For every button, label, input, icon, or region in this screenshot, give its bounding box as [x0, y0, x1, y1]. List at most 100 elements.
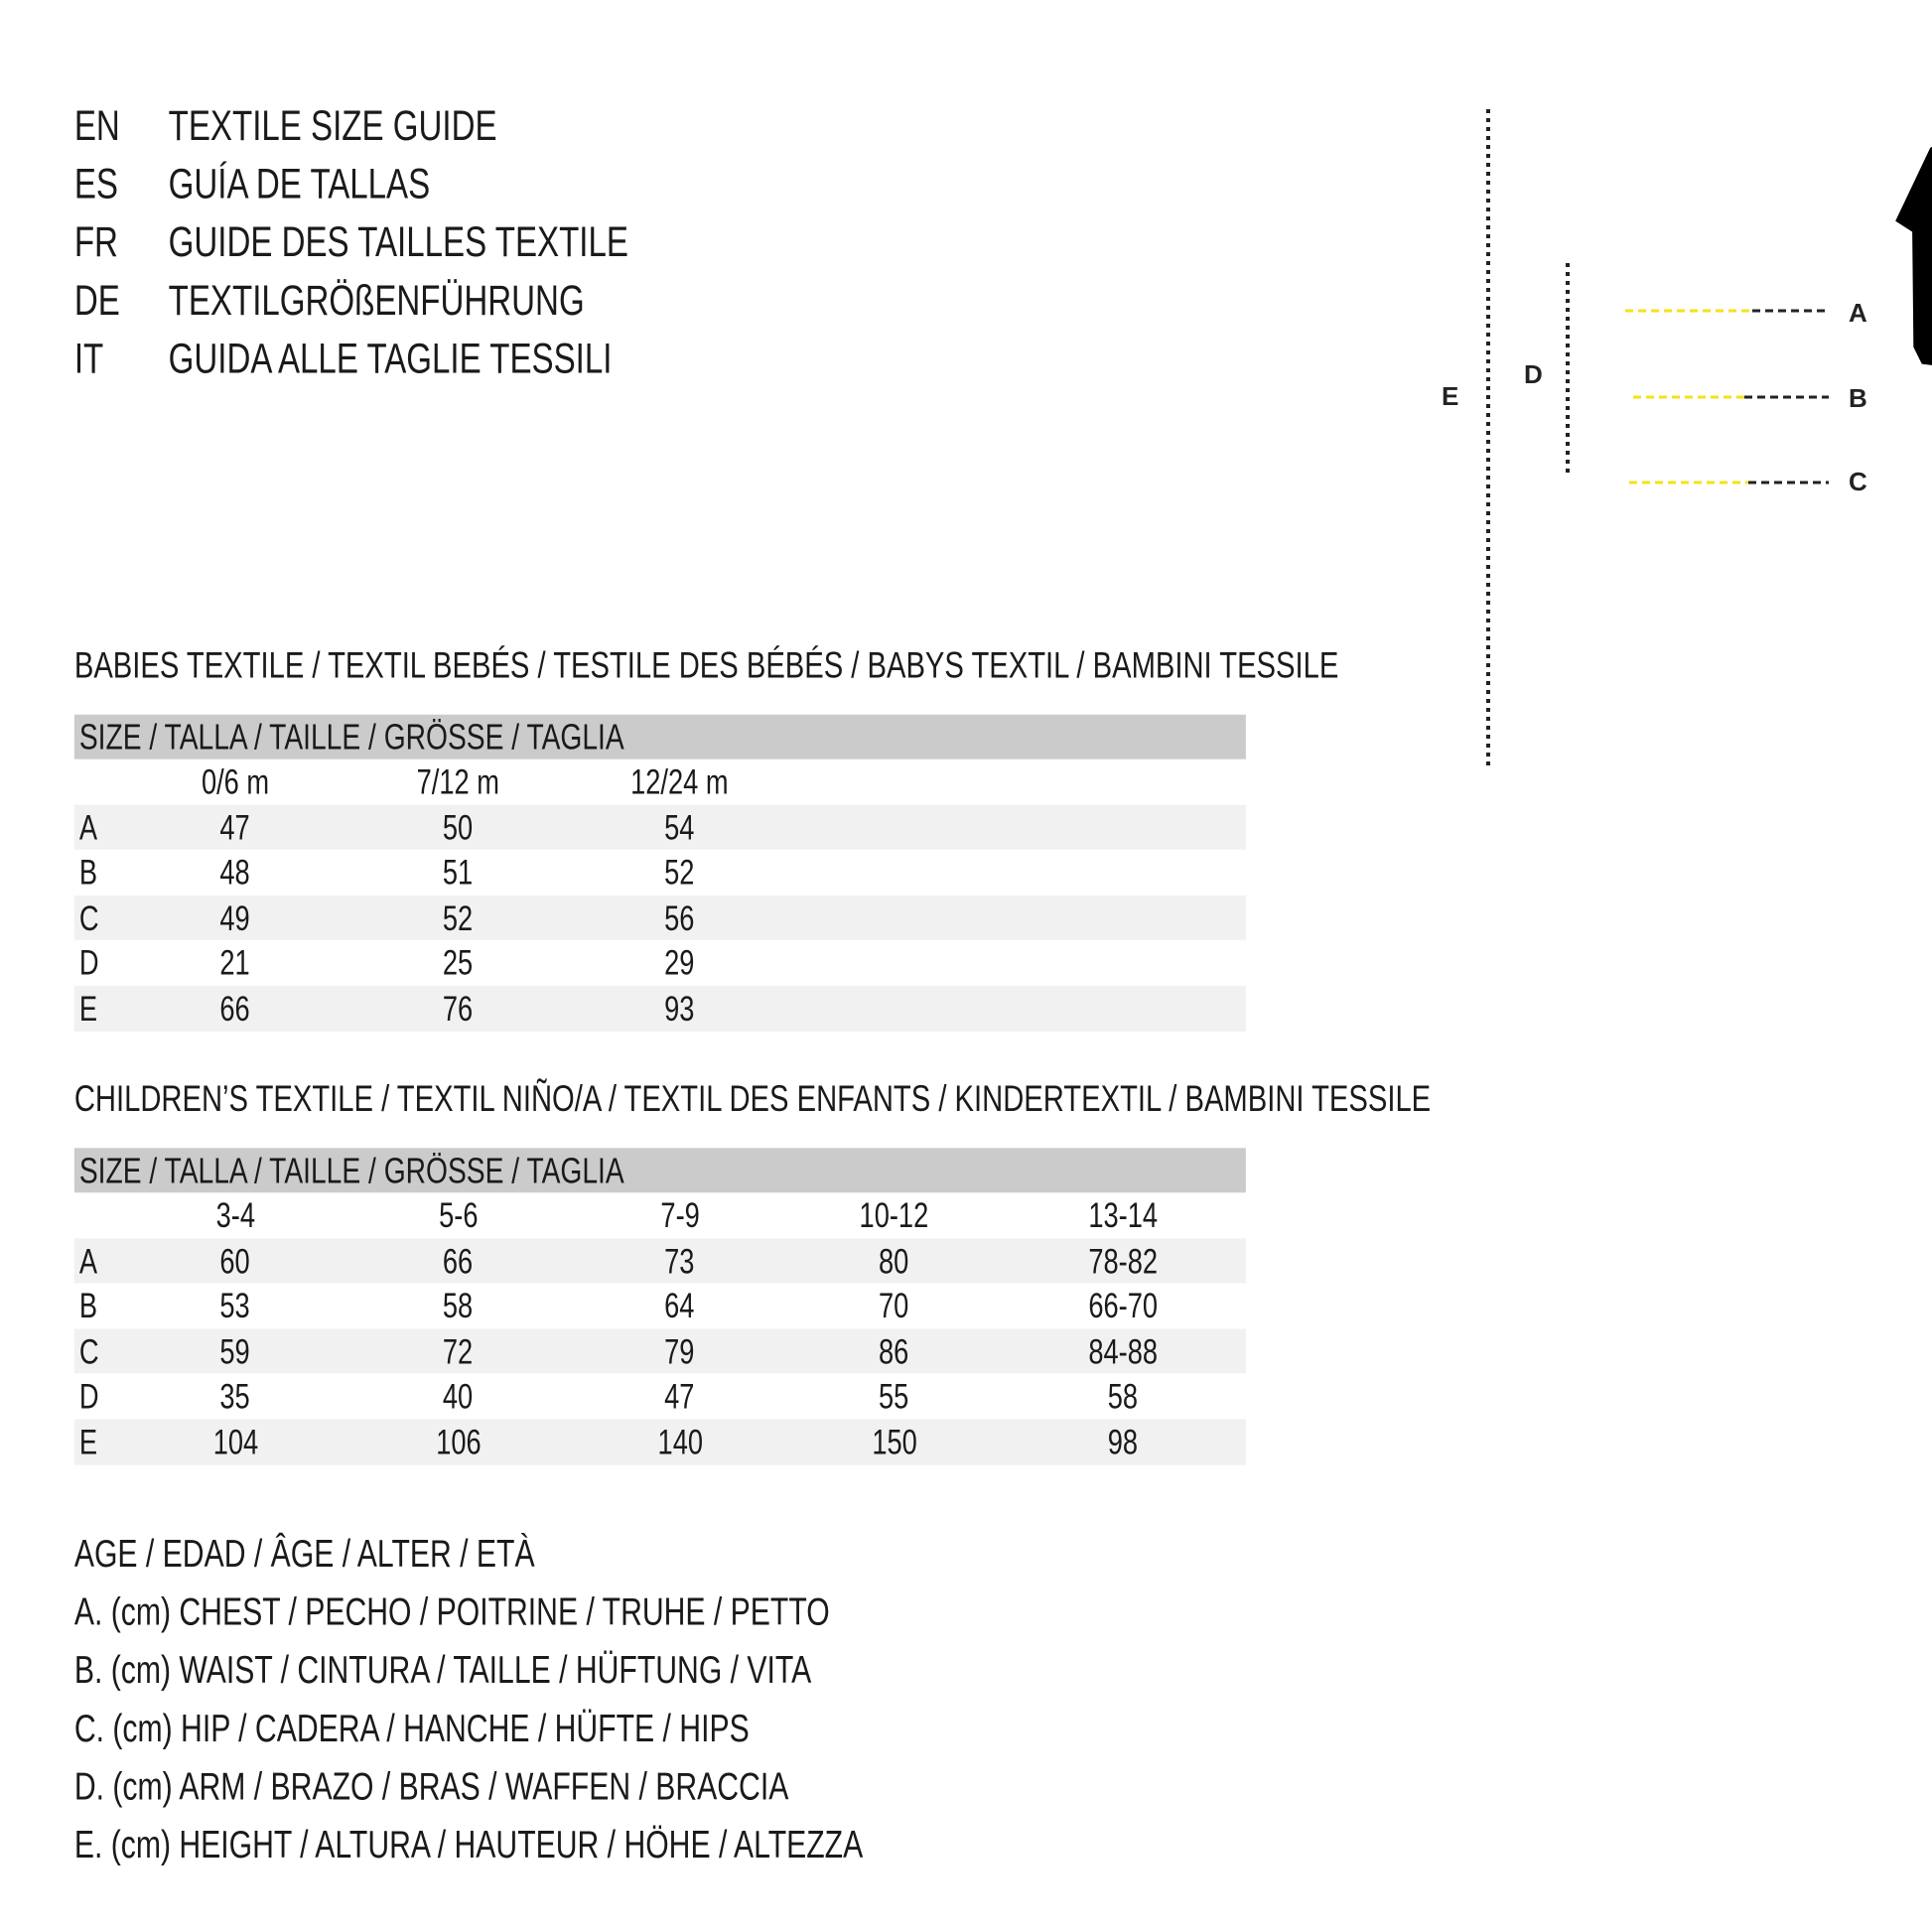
table-cell: 51 [443, 853, 474, 893]
table-row: C 59 72 79 86 84-88 [73, 1328, 1246, 1374]
label-a: A [1849, 298, 1867, 328]
row-label: C [78, 898, 99, 938]
table-cell: 58 [443, 1287, 474, 1325]
row-label: D [78, 943, 99, 983]
row-label: D [78, 1377, 99, 1417]
children-size-table: SIZE / TALLA / TAILLE / GRÖSSE / TAGLIA 3… [73, 1148, 1246, 1465]
table-cell: 150 [871, 1423, 917, 1461]
table-row: C 49 52 56 [73, 895, 1246, 941]
column-header: 5-6 [438, 1195, 479, 1235]
table-cell: 35 [219, 1377, 251, 1417]
lang-code: ES [73, 161, 118, 208]
table-cell: 59 [219, 1331, 251, 1371]
legend-age: AGE / EDAD / ÂGE / ALTER / ETÀ [73, 1532, 535, 1576]
table-cell: 60 [219, 1241, 251, 1281]
legend-chest: A. (cm) CHEST / PECHO / POITRINE / TRUHE… [73, 1589, 830, 1634]
table-cell: 93 [664, 989, 695, 1029]
table-row: B 48 51 52 [74, 850, 1246, 896]
title-text: GUÍA DE TALLAS [168, 161, 431, 208]
table-cell: 84-88 [1088, 1331, 1159, 1371]
lang-code: DE [73, 277, 120, 325]
lang-code: FR [73, 218, 118, 267]
column-header-row: 0/6 m 7/12 m 12/24 m [74, 759, 1246, 805]
measure-line-c: C [1629, 467, 1867, 496]
label-c: C [1849, 467, 1867, 496]
row-label: C [78, 1331, 99, 1371]
table-header: SIZE / TALLA / TAILLE / GRÖSSE / TAGLIA [73, 1148, 1246, 1193]
row-label: E [78, 989, 98, 1029]
table-cell: 66 [219, 989, 251, 1029]
table-cell: 80 [879, 1241, 909, 1281]
table-cell: 52 [664, 853, 695, 893]
table-cell: 66-70 [1088, 1287, 1159, 1325]
row-label: A [78, 808, 98, 847]
table-cell: 104 [212, 1423, 258, 1461]
legend-hip: C. (cm) HIP / CADERA / HANCHE / HÜFTE / … [73, 1706, 750, 1750]
table-cell: 50 [443, 808, 474, 847]
table-cell: 86 [879, 1331, 909, 1371]
legend-height: E. (cm) HEIGHT / ALTURA / HAUTEUR / HÖHE… [73, 1823, 864, 1866]
table-row: B 53 58 64 70 66-70 [74, 1284, 1246, 1329]
table-row: A 60 66 73 80 78-82 [73, 1237, 1246, 1284]
table-cell: 52 [443, 898, 474, 938]
table-cell: 29 [664, 943, 695, 983]
title-text: GUIDA ALLE TAGLIE TESSILI [168, 336, 613, 383]
column-header-row: 3-4 5-6 7-9 10-12 13-14 [74, 1192, 1246, 1238]
child-silhouette-icon [1895, 147, 1932, 365]
measure-line-a: A [1625, 298, 1867, 328]
table-cell: 48 [219, 853, 251, 893]
table-row: E 66 76 93 [73, 985, 1246, 1032]
lang-code: EN [73, 102, 120, 150]
table-cell: 53 [219, 1287, 251, 1325]
lang-code: IT [73, 336, 104, 383]
table-row: D 21 25 29 [74, 940, 1246, 986]
table-cell: 76 [443, 989, 474, 1029]
row-label: E [78, 1423, 98, 1461]
table-cell: 66 [443, 1241, 474, 1281]
children-section-title: CHILDREN’S TEXTILE / TEXTIL NIÑO/A / TEX… [73, 1078, 1432, 1120]
table-row: A 47 50 54 [73, 804, 1246, 850]
column-header: 12/24 m [630, 762, 730, 802]
table-cell: 78-82 [1088, 1241, 1159, 1281]
table-cell: 47 [664, 1377, 695, 1417]
row-label: B [78, 853, 98, 893]
table-cell: 79 [664, 1331, 695, 1371]
table-cell: 56 [664, 898, 695, 938]
row-label: A [78, 1241, 98, 1281]
table-header: SIZE / TALLA / TAILLE / GRÖSSE / TAGLIA [73, 714, 1246, 759]
title-text: GUIDE DES TAILLES TEXTILE [168, 218, 628, 267]
label-b: B [1849, 383, 1867, 413]
measure-line-b: B [1633, 383, 1867, 413]
column-header: 13-14 [1088, 1195, 1159, 1235]
babies-size-table: SIZE / TALLA / TAILLE / GRÖSSE / TAGLIA 0… [73, 714, 1246, 1032]
title-text: TEXTILE SIZE GUIDE [168, 102, 497, 150]
table-cell: 40 [443, 1377, 474, 1417]
table-cell: 140 [657, 1423, 703, 1461]
title-text: TEXTILGRÖßENFÜHRUNG [168, 277, 585, 325]
table-cell: 58 [1108, 1377, 1139, 1417]
table-cell: 106 [435, 1423, 482, 1461]
column-header: 7/12 m [416, 762, 500, 802]
legend-arm: D. (cm) ARM / BRAZO / BRAS / WAFFEN / BR… [73, 1764, 789, 1809]
table-cell: 25 [443, 943, 474, 983]
column-header: 7-9 [660, 1195, 700, 1235]
row-label: B [78, 1287, 98, 1325]
table-row: D 35 40 47 55 58 [74, 1374, 1246, 1420]
table-cell: 21 [219, 943, 251, 983]
table-cell: 72 [443, 1331, 474, 1371]
column-header: 0/6 m [201, 762, 270, 802]
label-d: D [1524, 359, 1543, 389]
table-cell: 49 [219, 898, 251, 938]
table-cell: 98 [1108, 1423, 1139, 1461]
table-cell: 55 [879, 1377, 909, 1417]
table-cell: 47 [219, 808, 251, 847]
table-cell: 64 [664, 1287, 695, 1325]
column-header: 10-12 [859, 1195, 929, 1235]
table-row: E 104 106 140 150 98 [73, 1419, 1246, 1465]
label-e: E [1442, 381, 1458, 411]
table-cell: 54 [664, 808, 695, 847]
column-header: 3-4 [215, 1195, 255, 1235]
table-cell: 70 [879, 1287, 909, 1325]
